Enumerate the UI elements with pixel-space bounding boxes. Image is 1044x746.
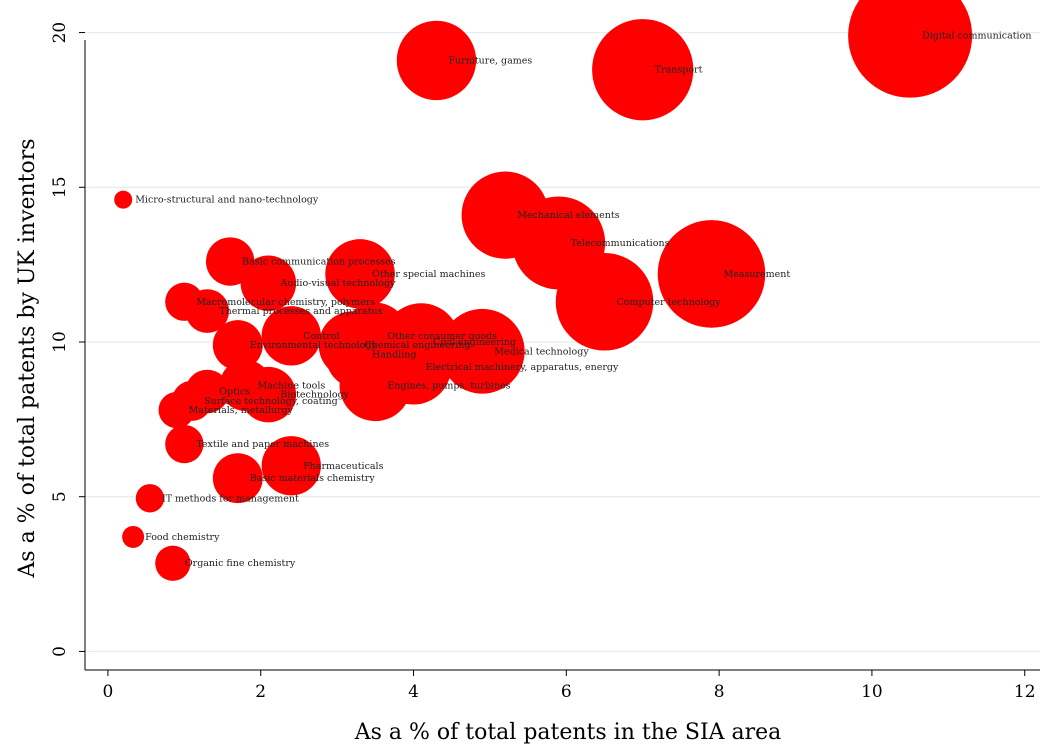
y-tick-label: 20 xyxy=(50,22,70,44)
bubble-label: IT methods for management xyxy=(162,493,299,504)
bubble-label: Electrical machinery, apparatus, energy xyxy=(426,362,619,373)
bubble-label: Basic materials chemistry xyxy=(250,473,376,484)
bubble-label: Telecommunications xyxy=(571,238,670,249)
bubble-label: Control xyxy=(303,331,339,342)
bubble xyxy=(212,453,263,504)
x-tick-label: 2 xyxy=(255,682,266,702)
x-tick-label: 10 xyxy=(861,682,883,702)
x-axis-title: As a % of total patents in the SIA area xyxy=(354,720,782,745)
bubble xyxy=(135,484,165,513)
bubble xyxy=(461,171,549,259)
bubble xyxy=(155,545,191,581)
bubble-label: Digital communication xyxy=(922,31,1031,42)
bubble-label: Measurement xyxy=(723,269,790,280)
bubble-label: Optics xyxy=(219,387,250,398)
bubble xyxy=(205,237,255,286)
bubble-labels: Digital communication Transport Furniture,… xyxy=(135,31,1031,570)
bubble-label: Civil engineering xyxy=(433,337,516,348)
bubble xyxy=(439,308,525,394)
bubble xyxy=(165,282,204,321)
bubble-label: Medical technology xyxy=(494,346,589,357)
bubble-label: Biotechnology xyxy=(280,390,349,401)
bubble-label: Environmental technology xyxy=(250,340,378,351)
bubble-label: Handling xyxy=(372,349,416,360)
bubble xyxy=(657,220,766,328)
bubble-label: Machine tools xyxy=(257,380,325,391)
bubble-label: Other consumer goods xyxy=(387,331,497,342)
bubble-label: Mechanical elements xyxy=(517,210,620,221)
x-tick-label: 6 xyxy=(561,682,572,702)
bubble-label: Basic communication processes xyxy=(242,257,396,268)
bubble-label: Audio-visual technology xyxy=(279,278,396,289)
bubble-label: Furniture, games xyxy=(448,55,532,66)
bubble xyxy=(592,19,694,121)
bubble-label: Engines, pumps, turbines xyxy=(387,380,510,391)
bubble xyxy=(261,436,321,496)
bubble-label: Macromolecular chemistry, polymers xyxy=(196,297,375,308)
bubble xyxy=(342,302,409,369)
y-tick-label: 5 xyxy=(50,491,70,502)
bubble-label: Materials, metallurgy xyxy=(189,405,294,416)
bubble xyxy=(240,255,297,311)
bubble xyxy=(848,0,973,98)
bubble xyxy=(212,320,263,371)
y-tick-label: 15 xyxy=(50,176,70,198)
bubble-label: Thermal processes and apparatus xyxy=(219,306,382,317)
bubble-label: Transport xyxy=(655,65,703,76)
bubble xyxy=(261,306,321,366)
bubble-label: Surface technology, coating xyxy=(204,396,338,407)
x-tick-label: 0 xyxy=(103,682,114,702)
bubble xyxy=(325,239,395,309)
bubbles xyxy=(114,0,973,581)
bubble-label: Chemical engineering xyxy=(364,340,470,351)
bubble-label: Organic fine chemistry xyxy=(185,558,296,569)
bubble-label: Textile and paper machines xyxy=(196,439,329,450)
y-axis-title: As a % of total patents by UK inventors xyxy=(15,138,40,578)
bubble-label: Micro-structural and nano-technology xyxy=(135,195,319,206)
y-tick-label: 0 xyxy=(50,646,70,657)
bubble-label: Other special machines xyxy=(372,269,485,280)
bubble-label: Pharmaceuticals xyxy=(303,461,383,472)
axes: 0 5 10 15 20 0 2 4 6 8 10 12 xyxy=(50,22,1040,702)
bubble xyxy=(219,359,272,411)
bubble xyxy=(114,190,133,209)
y-tick-label: 10 xyxy=(50,331,70,353)
bubble xyxy=(122,525,145,548)
x-tick-label: 12 xyxy=(1014,682,1036,702)
bubble xyxy=(396,20,477,101)
bubble-label: Computer technology xyxy=(617,297,722,308)
bubble xyxy=(165,424,204,464)
bubble-label: Food chemistry xyxy=(145,532,220,543)
x-tick-label: 4 xyxy=(408,682,419,702)
x-tick-label: 8 xyxy=(714,682,725,702)
bubble xyxy=(158,391,195,429)
